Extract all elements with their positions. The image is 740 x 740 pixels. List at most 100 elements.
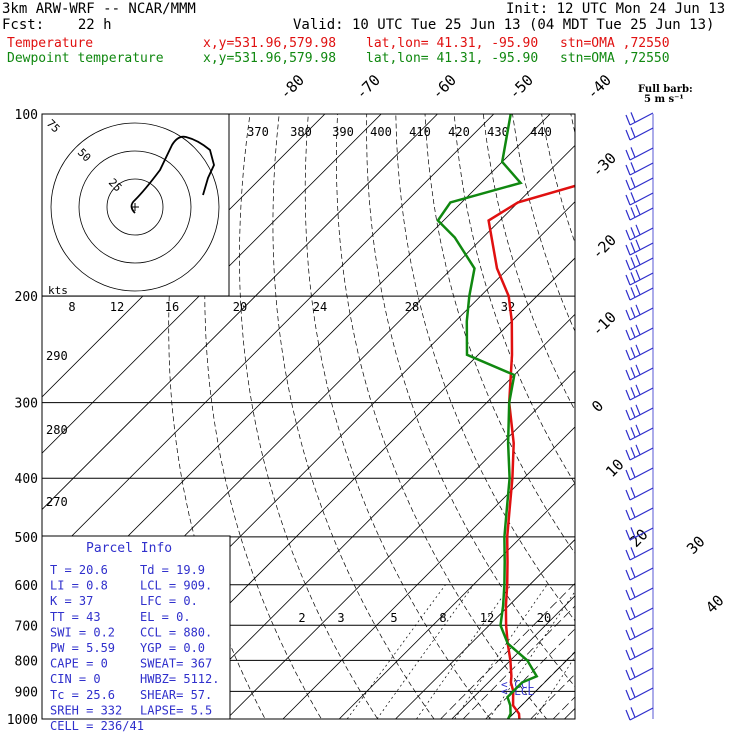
temperature-station: stn=OMA ,72550 [560, 36, 670, 51]
full-barb-label: Full barb: [638, 84, 693, 95]
dry-adiabat-line [570, 114, 575, 135]
wind-barb-icon [625, 567, 654, 581]
mixing-ratio-tick-label: 5 [390, 611, 397, 625]
moist-adiabat-tick-label: 16 [165, 300, 179, 314]
dry-adiabat-line [482, 114, 575, 412]
moist-adiabat-line [576, 296, 740, 719]
dry-adiabat-line [453, 114, 575, 485]
isotherm-tick-label: -50 [505, 71, 537, 103]
wind-barb-icon [625, 344, 654, 361]
dry-adiabat-tick-label: 290 [46, 349, 68, 363]
isotherm-tick-label: -20 [588, 231, 620, 263]
dry-adiabat-line [304, 114, 491, 719]
wind-barb-icon [625, 384, 654, 401]
theta-tick-label: 420 [448, 125, 470, 139]
parcel-info-right-value: EL = 0. [140, 610, 191, 624]
theta-tick-label: 380 [290, 125, 312, 139]
theta-tick-label: 410 [409, 125, 431, 139]
wind-barb-icon [625, 507, 654, 521]
hodograph-trace [130, 135, 215, 214]
isotherm-line [282, 426, 575, 719]
dewpoint-legend: Dewpoint temperature [7, 51, 164, 66]
parcel-info-left-value: CELL = 236/41 [50, 719, 144, 733]
wind-barb-icon [625, 587, 654, 601]
valid-time: Valid: 10 UTC Tue 25 Jun 13 (04 MDT Tue … [293, 17, 715, 33]
dry-adiabat-line [204, 114, 322, 719]
wind-barb-icon [625, 224, 654, 241]
dry-adiabat-tick-label: 270 [46, 495, 68, 509]
mixing-ratio-line [376, 584, 474, 719]
init-time: Init: 12 UTC Mon 24 Jun 13 [506, 1, 726, 17]
isotherm-tick-label: -30 [588, 149, 620, 181]
dewpoint-latlon: lat,lon= 41.31, -95.90 [366, 51, 539, 66]
temperature-xy: x,y=531.96,579.98 [203, 36, 337, 51]
hodograph-ring [106, 178, 164, 236]
parcel-info-left-value: LI = 0.8 [50, 579, 108, 593]
isotherm-tick-label: 40 [702, 591, 728, 617]
moist-adiabat-tick-label: 20 [233, 300, 247, 314]
wind-barb-icon [625, 147, 654, 161]
temperature-legend: Temperature [7, 36, 94, 51]
pressure-tick-label: 100 [15, 108, 38, 123]
isotherm-line [621, 114, 740, 719]
dry-adiabat-line [629, 114, 740, 732]
parcel-info-left-value: SREH = 332 [50, 703, 122, 717]
isotherm-tick-label: -70 [352, 71, 384, 103]
isotherm-line [395, 538, 575, 719]
moist-adiabat-line [462, 605, 575, 719]
mixing-ratio-line [454, 584, 548, 719]
pressure-tick-label: 1000 [7, 713, 38, 728]
parcel-info-right-value: YGP = 0.0 [140, 641, 205, 655]
parcel-info-left-value: CAPE = 0 [50, 657, 108, 671]
wind-barb-icon [625, 162, 654, 176]
theta-tick-label: 440 [530, 125, 552, 139]
wind-barb-icon [625, 487, 654, 501]
dry-adiabat-line [239, 114, 379, 719]
hodograph-ring [78, 150, 192, 264]
mixing-ratio-tick-label: 3 [337, 611, 344, 625]
parcel-info-right-value: LFC = 0. [140, 594, 198, 608]
parcel-info-left-value: PW = 5.59 [50, 641, 115, 655]
mixing-ratio-line [416, 584, 512, 719]
dry-adiabat-line [600, 114, 740, 732]
dry-adiabat-line [336, 114, 548, 719]
theta-tick-label: 430 [487, 125, 509, 139]
wind-barb-icon [625, 204, 654, 221]
parcel-info-title: Parcel Info [86, 541, 172, 556]
wind-barb-icon [625, 269, 654, 286]
isotherm-line [42, 114, 382, 454]
wind-barb-icon [625, 177, 654, 191]
moist-adiabat-tick-label: 24 [313, 300, 327, 314]
parcel-info-left-value: TT = 43 [50, 610, 101, 624]
mixing-ratio-tick-label: 2 [298, 611, 305, 625]
moist-adiabat-line [552, 696, 575, 719]
isotherm-tick-label: 30 [683, 532, 709, 558]
isotherm-line [677, 114, 740, 719]
moist-adiabat-tick-label: 32 [501, 300, 515, 314]
model-title: 3km ARW-WRF -- NCAR/MMM [2, 1, 196, 17]
parcel-info-left-value: T = 20.6 [50, 563, 108, 577]
wind-barb-icon [625, 239, 654, 256]
parcel-info-right-value: SWEAT= 367 [140, 657, 212, 671]
isotherm-tick-label: 10 [602, 455, 628, 481]
isotherm-line [42, 114, 495, 567]
wind-barb-icon [625, 547, 654, 561]
moist-adiabat-line [440, 582, 575, 719]
wind-barb-icon [625, 707, 654, 721]
wind-barb-icon [625, 364, 654, 381]
theta-tick-label: 390 [332, 125, 354, 139]
mixing-ratio-line [346, 584, 446, 719]
wind-barb-icon [625, 647, 654, 661]
pressure-tick-label: 700 [15, 619, 38, 634]
wind-barb-icon [625, 627, 654, 641]
pressure-tick-label: 800 [15, 654, 38, 669]
wind-barb-icon [625, 192, 654, 206]
parcel-info-right-value: CCL = 880. [140, 625, 212, 639]
theta-tick-label: 370 [247, 125, 269, 139]
dewpoint-profile-line [436, 114, 539, 719]
dry-adiabat-tick-label: 280 [46, 423, 68, 437]
hodograph-ring [50, 122, 220, 292]
isotherm-tick-label: -80 [276, 71, 308, 103]
moist-adiabat-tick-label: 28 [405, 300, 419, 314]
